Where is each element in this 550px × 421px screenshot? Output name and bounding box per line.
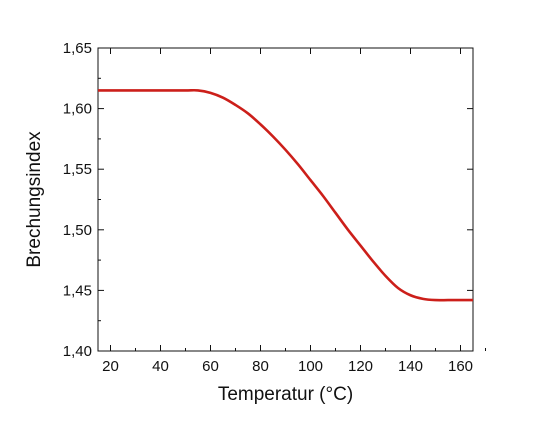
x-tick-label: 20 [102, 358, 119, 375]
y-axis-title: Brechungsindex [24, 131, 45, 268]
series-line [98, 88, 473, 302]
plot-frame [97, 47, 474, 352]
x-axis-title: Temperatur (°C) [218, 384, 353, 405]
x-tick-label: 40 [152, 358, 169, 375]
x-axis-ticks: 20 40 60 80 100 120 140 160 [102, 48, 486, 375]
y-tick-label: 1,40 [63, 343, 92, 360]
x-tick-label: 100 [298, 358, 323, 375]
x-tick-label: 120 [348, 358, 373, 375]
y-tick-label: 1,65 [63, 40, 92, 57]
y-tick-label: 1,60 [63, 101, 92, 118]
series-layer [98, 88, 473, 302]
x-tick-label: 60 [202, 358, 219, 375]
x-tick-label: 80 [252, 358, 269, 375]
y-tick-label: 1,45 [63, 282, 92, 299]
x-tick-label: 160 [448, 358, 473, 375]
y-axis-ticks: 1,40 1,45 1,50 1,55 1,60 1,65 [63, 40, 473, 360]
y-tick-label: 1,55 [63, 161, 92, 178]
x-tick-label: 140 [398, 358, 423, 375]
y-tick-label: 1,50 [63, 222, 92, 239]
